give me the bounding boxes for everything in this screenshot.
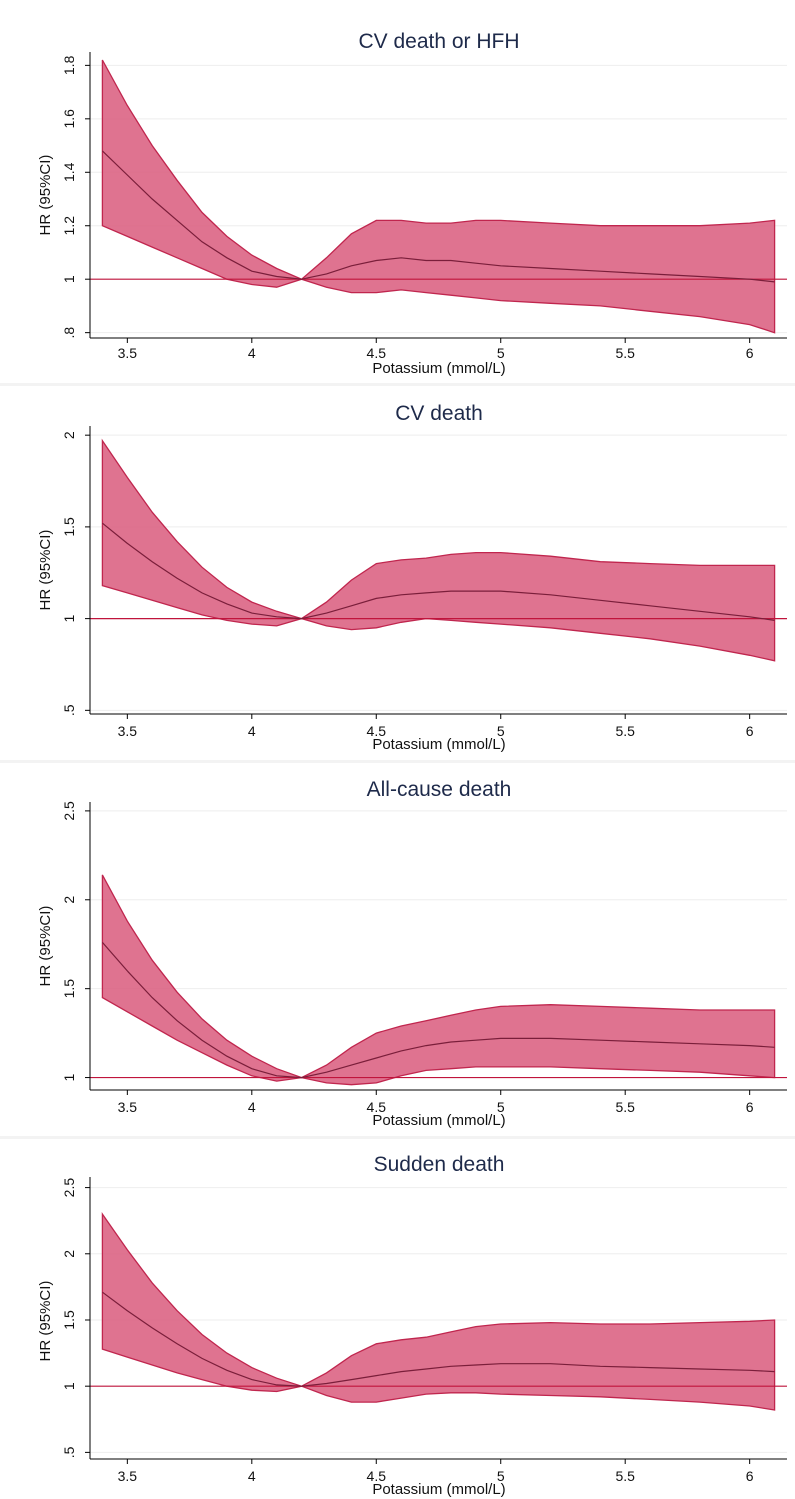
x-axis-label: Potassium (mmol/L) xyxy=(372,360,505,377)
y-tick-label: 2.5 xyxy=(61,1178,77,1198)
x-tick-label: 5 xyxy=(497,1099,505,1115)
x-tick-label: 4.5 xyxy=(367,1468,387,1484)
x-tick-label: 5.5 xyxy=(615,723,635,739)
chart-cv-death-or-hfh: .8 1 1.2 1.4 1.6 1.8 3.5 4 4.5 5 5.5 6 CV death or H… xyxy=(37,30,787,377)
x-tick-label: 6 xyxy=(746,345,754,361)
x-tick-label: 4 xyxy=(248,1468,256,1484)
chart-panel-2: .5 1 1.5 2 3.5 4 4.5 5 5.5 6 CV death Potassium (mm… xyxy=(0,390,795,754)
x-tick-label: 5.5 xyxy=(615,1468,635,1484)
ci-band xyxy=(101,59,776,334)
x-tick-label: 5 xyxy=(497,345,505,361)
chart-panel-1: .8 1 1.2 1.4 1.6 1.8 3.5 4 4.5 5 5.5 6 CV death or H… xyxy=(0,0,795,378)
y-tick-label: .5 xyxy=(61,1446,77,1458)
chart-panel-3: 1 1.5 2 2.5 3.5 4 4.5 5 5.5 6 All-cause death Potas… xyxy=(0,766,795,1130)
chart-cv-death: .5 1 1.5 2 3.5 4 4.5 5 5.5 6 CV death Potassium (mm… xyxy=(37,402,787,753)
x-tick-label: 6 xyxy=(746,1468,754,1484)
y-axis-label: HR (95%CI) xyxy=(37,530,54,611)
panel-divider xyxy=(0,1136,795,1139)
y-axis-label: HR (95%CI) xyxy=(37,906,54,987)
y-tick-label: 1 xyxy=(61,615,77,623)
panel-divider xyxy=(0,760,795,763)
panel-divider xyxy=(0,383,795,386)
y-tick-label: 1 xyxy=(61,1073,77,1081)
x-axis-label: Potassium (mmol/L) xyxy=(372,1112,505,1129)
x-axis-label: Potassium (mmol/L) xyxy=(372,736,505,753)
hr-estimate-line xyxy=(102,1291,775,1387)
ci-band xyxy=(101,438,776,662)
ci-band xyxy=(101,874,776,1086)
y-tick-label: 1 xyxy=(61,1382,77,1390)
chart-title: All-cause death xyxy=(367,778,512,801)
chart-panel-4: .5 1 1.5 2 2.5 3.5 4 4.5 5 5.5 6 Sudden death Potass… xyxy=(0,1143,795,1499)
x-tick-label: 5 xyxy=(497,723,505,739)
x-tick-label: 5.5 xyxy=(615,1099,635,1115)
x-tick-label: 5.5 xyxy=(615,345,635,361)
y-tick-label: .5 xyxy=(61,704,77,716)
x-tick-label: 4.5 xyxy=(367,345,387,361)
chart-all-cause-death: 1 1.5 2 2.5 3.5 4 4.5 5 5.5 6 All-cause death Potas… xyxy=(37,778,787,1129)
y-tick-label: 1 xyxy=(61,275,77,283)
chart-title: Sudden death xyxy=(374,1153,505,1176)
y-tick-label: 1.2 xyxy=(61,216,77,236)
ci-band xyxy=(101,1212,776,1411)
y-tick-label: 1.4 xyxy=(61,162,77,182)
y-tick-label: 1.5 xyxy=(61,1310,77,1330)
y-tick-label: 1.8 xyxy=(61,55,77,75)
hr-estimate-line xyxy=(101,150,775,283)
chart-title: CV death xyxy=(395,402,483,425)
y-tick-label: 2 xyxy=(61,1250,77,1258)
x-tick-label: 4.5 xyxy=(367,723,387,739)
x-tick-label: 4 xyxy=(248,345,256,361)
x-tick-label: 6 xyxy=(746,1099,754,1115)
hr-estimate-line xyxy=(101,942,775,1079)
x-tick-label: 4 xyxy=(248,1099,256,1115)
y-tick-label: 2.5 xyxy=(61,801,77,821)
y-tick-label: 2 xyxy=(61,431,77,439)
x-tick-label: 4 xyxy=(248,723,256,739)
y-axis-label: HR (95%CI) xyxy=(37,155,54,236)
hr-estimate-line xyxy=(102,522,775,621)
y-tick-label: 1.6 xyxy=(61,109,77,129)
x-tick-label: 3.5 xyxy=(118,1468,138,1484)
y-tick-label: 1.5 xyxy=(61,979,77,999)
x-tick-label: 3.5 xyxy=(118,345,138,361)
x-tick-label: 3.5 xyxy=(118,723,138,739)
y-tick-label: .8 xyxy=(61,327,77,339)
x-tick-label: 4.5 xyxy=(367,1099,387,1115)
y-axis-label: HR (95%CI) xyxy=(37,1281,54,1362)
x-axis-label: Potassium (mmol/L) xyxy=(372,1481,505,1498)
chart-sudden-death: .5 1 1.5 2 2.5 3.5 4 4.5 5 5.5 6 Sudden death Potass… xyxy=(37,1153,787,1498)
y-tick-label: 1.5 xyxy=(61,517,77,537)
y-tick-label: 2 xyxy=(61,896,77,904)
x-tick-label: 3.5 xyxy=(118,1099,138,1115)
x-tick-label: 5 xyxy=(497,1468,505,1484)
chart-title: CV death or HFH xyxy=(358,30,519,53)
x-tick-label: 6 xyxy=(746,723,754,739)
